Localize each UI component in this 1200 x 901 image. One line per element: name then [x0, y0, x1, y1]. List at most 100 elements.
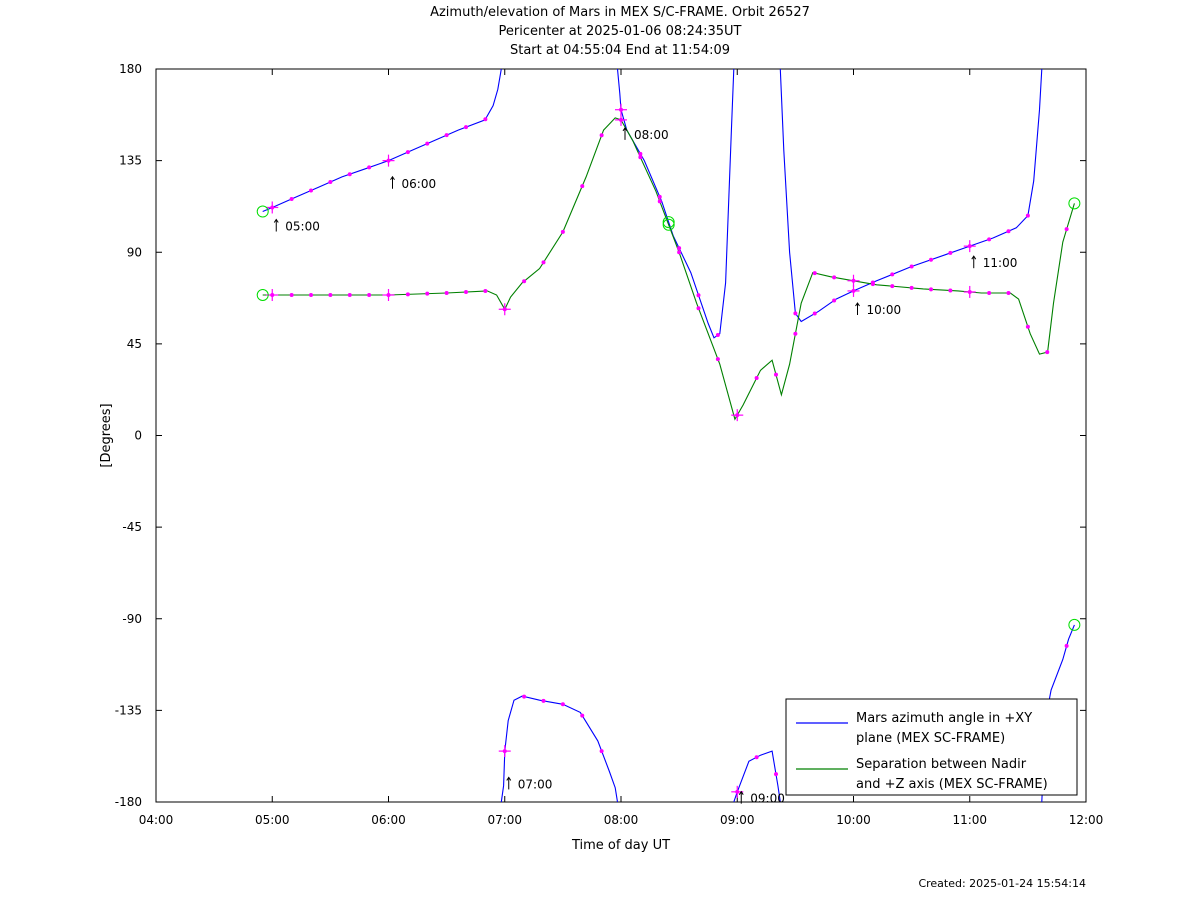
time-marker-dot	[405, 150, 410, 155]
time-marker-dot	[560, 702, 565, 707]
hour-annotation-label: 05:00	[285, 220, 320, 234]
time-marker-dot	[1025, 324, 1030, 329]
time-marker-dot	[987, 237, 992, 242]
y-tick-label: 0	[134, 429, 142, 443]
created-timestamp: Created: 2025-01-24 15:54:14	[918, 877, 1086, 890]
time-marker-dot	[309, 188, 313, 193]
time-marker-dot	[289, 293, 294, 298]
y-tick-label: -135	[115, 703, 142, 717]
time-marker-dot	[522, 694, 527, 699]
time-marker-dot	[812, 271, 817, 276]
time-marker-dot	[1064, 227, 1069, 232]
time-marker-dot	[328, 180, 333, 185]
azimuth-series-line	[779, 68, 1043, 323]
hour-annotation-label: 07:00	[518, 777, 553, 791]
x-tick-label: 10:00	[836, 813, 871, 827]
chart-subtitle-pericenter: Pericenter at 2025-01-06 08:24:35UT	[498, 24, 742, 39]
hour-annotation-arrowhead	[273, 218, 279, 223]
x-tick-label: 09:00	[720, 813, 755, 827]
y-tick-label: -90	[122, 612, 142, 626]
hour-annotation-label: 10:00	[867, 303, 902, 317]
chart-title: Azimuth/elevation of Mars in MEX S/C-FRA…	[430, 5, 810, 20]
x-tick-label: 12:00	[1069, 813, 1104, 827]
time-marker-dot	[483, 117, 488, 122]
time-marker-dot	[832, 275, 837, 280]
time-marker-dot	[1045, 350, 1050, 355]
hour-annotation-arrowhead	[390, 175, 395, 181]
hour-annotation-label: 11:00	[983, 256, 1018, 270]
time-marker-dot	[599, 133, 604, 138]
time-marker-dot	[580, 184, 585, 189]
time-marker-dot	[929, 257, 933, 262]
time-marker-dot	[754, 755, 759, 760]
endpoint-circle	[1068, 618, 1081, 631]
azimuth-series-line	[262, 68, 502, 213]
time-marker-dot	[948, 250, 953, 255]
time-marker-dot	[774, 372, 778, 377]
y-tick-label: 180	[119, 62, 142, 76]
x-tick-label: 11:00	[952, 813, 987, 827]
time-marker-dot	[1025, 213, 1030, 218]
legend-label: plane (MEX SC-FRAME)	[856, 731, 1005, 746]
endpoint-circle	[662, 218, 675, 231]
time-marker-dot	[1006, 290, 1011, 295]
time-marker-dot	[677, 250, 682, 255]
hour-annotation-label: 06:00	[402, 177, 437, 191]
time-marker-dot	[909, 264, 914, 269]
time-marker-dot	[774, 772, 778, 777]
time-marker-dot	[987, 290, 992, 295]
hour-annotation-arrowhead	[622, 127, 628, 132]
legend-box	[785, 698, 1078, 796]
time-marker-dot	[522, 279, 527, 284]
time-marker-dot	[890, 284, 895, 289]
x-tick-label: 05:00	[255, 813, 290, 827]
time-marker-dot	[657, 199, 662, 204]
x-tick-label: 07:00	[487, 813, 522, 827]
endpoint-circle	[256, 289, 269, 302]
y-tick-label: -45	[122, 520, 142, 534]
endpoint-circle	[662, 216, 675, 229]
hour-annotation-arrowhead	[855, 302, 860, 307]
y-tick-label: 90	[127, 245, 142, 259]
time-marker-dot	[367, 293, 372, 298]
hour-annotation-label: 08:00	[634, 128, 669, 142]
time-marker-dot	[909, 285, 914, 290]
time-marker-dot	[464, 125, 468, 130]
time-marker-dot	[870, 282, 875, 287]
time-marker-dot	[890, 272, 895, 277]
time-marker-dot	[793, 311, 798, 316]
time-marker-dot	[328, 293, 333, 298]
y-axis-label: [Degrees]	[99, 403, 114, 467]
time-marker-dot	[677, 246, 682, 251]
time-marker-dot	[754, 376, 759, 381]
y-tick-label: 135	[119, 154, 142, 168]
x-axis-label: Time of day UT	[571, 838, 670, 853]
x-tick-label: 04:00	[139, 813, 174, 827]
endpoint-circle	[256, 205, 269, 218]
time-marker-dot	[793, 331, 798, 336]
time-marker-dot	[464, 290, 468, 295]
time-marker-dot	[812, 311, 817, 316]
time-marker-dot	[1064, 643, 1069, 648]
time-marker-dot	[715, 333, 720, 338]
time-marker-dot	[580, 713, 585, 718]
time-marker-dot	[657, 194, 662, 199]
time-marker-dot	[541, 260, 546, 265]
time-marker-dot	[832, 298, 837, 303]
time-marker-dot	[444, 290, 449, 295]
endpoint-circle	[1068, 197, 1081, 210]
time-marker-dot	[483, 289, 488, 294]
time-marker-dot	[289, 196, 294, 201]
azimuth-series-line	[616, 68, 735, 339]
hour-annotation-arrowhead	[738, 790, 744, 795]
time-marker-dot	[347, 293, 352, 298]
time-marker-dot	[425, 141, 430, 146]
legend-label: Separation between Nadir	[856, 757, 1027, 772]
x-tick-label: 06:00	[371, 813, 406, 827]
time-marker-dot	[715, 357, 720, 362]
time-marker-dot	[638, 155, 643, 160]
hour-annotation-label: 09:00	[750, 792, 785, 806]
legend-label: and +Z axis (MEX SC-FRAME)	[856, 777, 1048, 792]
time-marker-dot	[367, 165, 372, 170]
